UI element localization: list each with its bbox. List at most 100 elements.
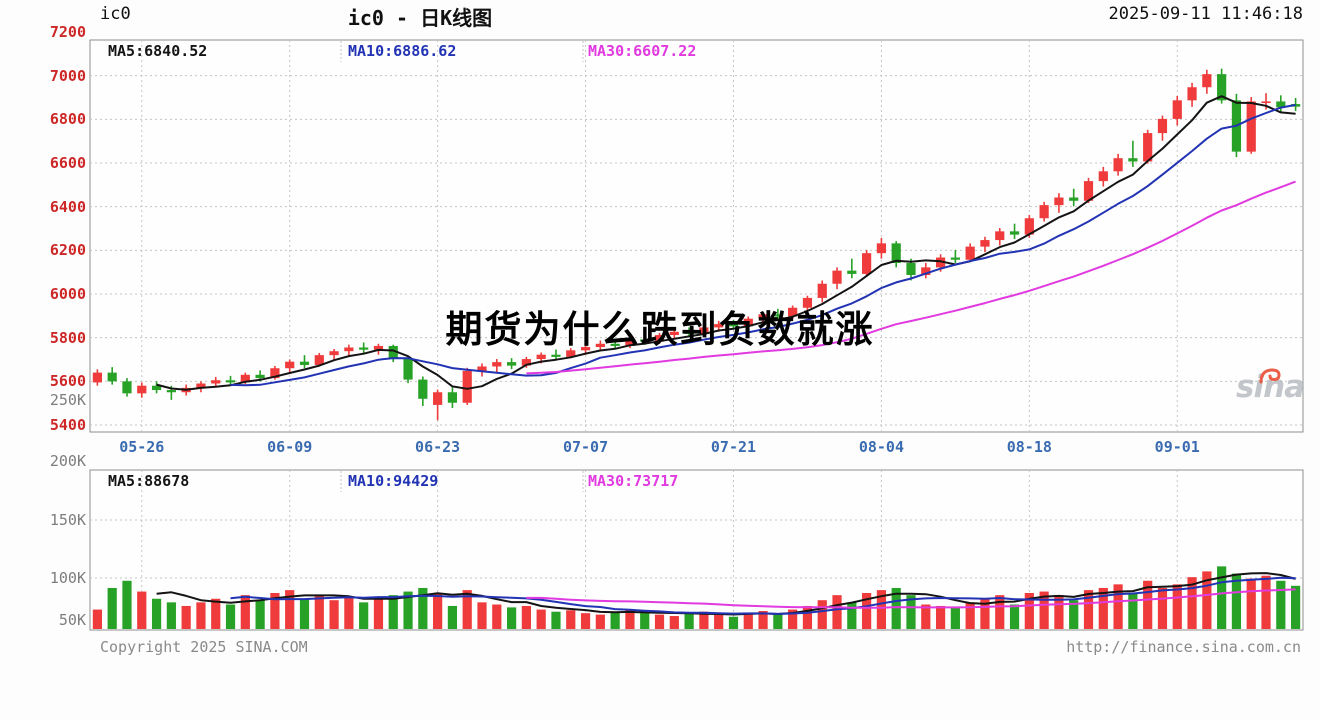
candle-body xyxy=(477,366,487,371)
candle-body xyxy=(447,392,458,403)
candle-body xyxy=(595,343,605,348)
candle-body xyxy=(1143,133,1153,162)
candle-body xyxy=(906,262,916,276)
volume-bar xyxy=(181,605,191,629)
candle-body xyxy=(344,347,354,352)
volume-bar xyxy=(1098,587,1108,629)
date-label: 08-04 xyxy=(858,438,904,456)
candle-body xyxy=(640,339,650,342)
volume-bar xyxy=(728,616,739,629)
volume-bar xyxy=(580,613,591,629)
volume-bar xyxy=(862,593,872,629)
candle-body xyxy=(773,314,783,317)
volume-bar xyxy=(684,613,694,629)
candle-body xyxy=(802,297,813,308)
candle-body xyxy=(580,347,591,351)
date-label: 07-07 xyxy=(562,438,609,456)
volume-bar xyxy=(610,611,620,629)
candle-body xyxy=(329,351,339,356)
volume-bar xyxy=(950,607,960,629)
candle-body xyxy=(1172,100,1182,119)
candle-body xyxy=(1098,171,1108,182)
candle-body xyxy=(433,392,443,405)
volume-bar xyxy=(773,614,783,629)
volume-bar xyxy=(506,607,517,629)
sina-watermark: sina xyxy=(1236,368,1305,403)
candle-body xyxy=(373,345,384,350)
volume-bar xyxy=(492,604,502,629)
candle-body xyxy=(891,243,901,263)
candle-body xyxy=(299,361,310,365)
price-ma30-label: MA30:6607.22 xyxy=(588,42,697,60)
price-axis-label: 6000 xyxy=(49,285,86,303)
candle-body xyxy=(1009,231,1020,235)
price-axis-label: 6600 xyxy=(49,154,86,172)
candle-body xyxy=(684,331,694,334)
copyright-text: Copyright 2025 SINA.COM xyxy=(100,638,308,656)
volume-bar xyxy=(595,614,605,629)
volume-bar xyxy=(817,600,827,629)
volume-bar xyxy=(965,602,975,629)
volume-bar xyxy=(403,591,413,629)
volume-bar xyxy=(1276,580,1286,629)
volume-bar xyxy=(536,609,546,629)
volume-bar xyxy=(1113,584,1123,629)
volume-bar xyxy=(935,605,946,629)
volume-axis-label: 100K xyxy=(49,569,86,587)
volume-bar xyxy=(255,600,265,629)
volume-bar xyxy=(211,598,221,629)
candle-body xyxy=(1069,197,1079,201)
candle-body xyxy=(625,339,635,346)
volume-axis-label: 200K xyxy=(49,452,86,470)
candle-body xyxy=(714,324,724,328)
candle-body xyxy=(1039,205,1049,219)
candle-body xyxy=(92,372,102,383)
candle-body xyxy=(935,257,946,268)
volume-bar xyxy=(1187,577,1197,629)
candle-body xyxy=(551,354,561,357)
volume-bar xyxy=(1024,593,1034,629)
candle-body xyxy=(610,343,620,346)
volume-bar xyxy=(1143,580,1153,629)
candle-body xyxy=(314,355,324,365)
candle-body xyxy=(566,350,576,357)
volume-bar xyxy=(1157,587,1168,629)
candle-body xyxy=(832,270,842,284)
headline-overlay: 期货为什么跌到负数就涨 xyxy=(445,308,875,351)
candle-body xyxy=(506,362,517,366)
volume-bar xyxy=(640,613,650,629)
volume-bar xyxy=(418,587,428,629)
volume-bar xyxy=(891,587,901,629)
candle-body xyxy=(669,331,679,336)
chart-title: ic0 - 日K线图 xyxy=(347,6,493,30)
volume-bar xyxy=(314,595,324,629)
candle-body xyxy=(225,380,236,383)
candle-body xyxy=(388,345,398,359)
volume-bar xyxy=(788,609,798,629)
volume-bar xyxy=(299,598,310,629)
candle-body xyxy=(492,362,502,367)
candle-body xyxy=(1276,101,1286,108)
candle-body xyxy=(1024,218,1034,235)
volume-bar xyxy=(373,598,384,629)
candle-body xyxy=(788,307,798,317)
volume-bar xyxy=(151,598,162,629)
candle-body xyxy=(950,257,960,260)
candle-body xyxy=(122,381,132,394)
candle-body xyxy=(1128,158,1138,162)
candle-body xyxy=(1083,181,1094,201)
volume-bar xyxy=(906,595,916,629)
volume-bar xyxy=(669,616,679,629)
volume-bar xyxy=(166,602,176,629)
candle-body xyxy=(137,385,147,394)
volume-ma5-label: MA5:88678 xyxy=(108,472,190,490)
volume-bar xyxy=(196,602,206,629)
candle-body xyxy=(255,374,265,379)
candle-body xyxy=(521,359,531,366)
date-label: 07-21 xyxy=(710,438,757,456)
candle-body xyxy=(1054,197,1064,206)
site-url: http://finance.sina.com.cn xyxy=(1066,638,1301,656)
candle-body xyxy=(1113,158,1123,172)
date-label: 09-01 xyxy=(1154,438,1200,456)
volume-bar xyxy=(107,587,117,629)
